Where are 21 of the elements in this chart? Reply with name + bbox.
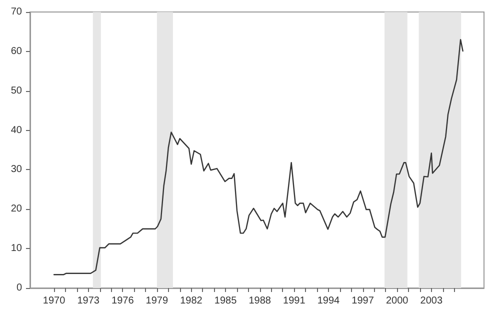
x-tick-label: 1982	[180, 296, 203, 306]
x-tick-label: 1976	[112, 296, 134, 306]
x-tick-label: 1970	[42, 296, 66, 306]
line-series	[53, 39, 464, 276]
x-tick-label: 1997	[352, 296, 374, 306]
x-tick-label: 1994	[317, 296, 340, 306]
y-tick-label: 30	[10, 164, 22, 176]
y-tick-label: 70	[10, 6, 22, 18]
x-tick-label: 1988	[248, 296, 272, 306]
y-tick-label: 40	[10, 124, 22, 136]
y-tick-label: 10	[10, 243, 22, 254]
y-tick-label: 20	[10, 204, 22, 215]
x-tick-label: 2000	[386, 296, 409, 306]
y-tick-label: 50	[10, 85, 22, 96]
x-tick-label: 2003	[420, 296, 443, 306]
y-tick-label: 0	[16, 282, 22, 294]
x-tick-label: 1973	[77, 296, 100, 306]
x-tick-label: 1985	[214, 296, 238, 306]
x-tick-label: 1979	[146, 296, 168, 306]
x-tick-label: 1991	[283, 296, 306, 306]
y-tick-label: 60	[10, 46, 22, 57]
